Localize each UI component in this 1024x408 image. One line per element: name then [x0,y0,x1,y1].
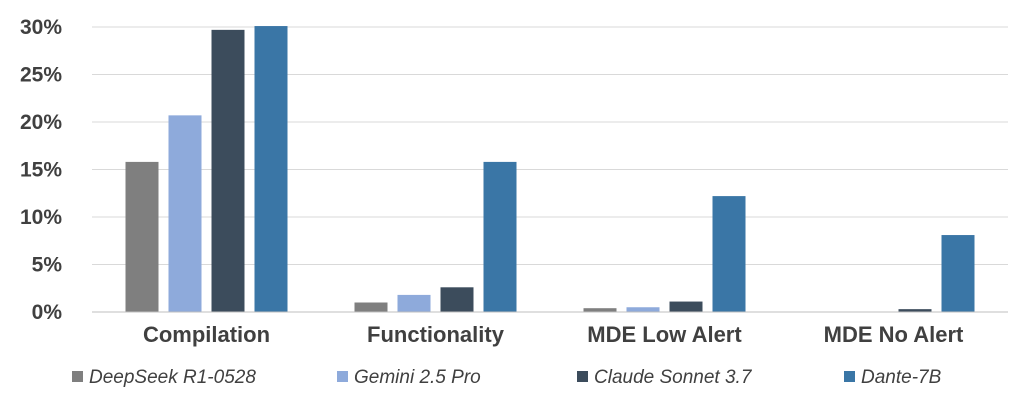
legend-swatch [337,371,348,382]
legend-swatch [844,371,855,382]
y-tick-label: 5% [32,254,63,277]
bar-deepseek-r1-0528-compilation [125,161,159,312]
bar-dante-7b-compilation [254,26,288,313]
legend-label: Gemini 2.5 Pro [354,367,481,388]
bar-gemini-2-5-pro-functionality [397,294,431,312]
legend: DeepSeek R1-0528 Gemini 2.5 Pro Claude Son… [72,367,942,388]
y-tick-label: 10% [20,206,62,229]
y-tick-label: 15% [20,159,62,182]
bar-gemini-2-5-pro-mde-low-alert [626,307,660,312]
y-tick-label: 30% [20,16,62,39]
bar-claude-sonnet-3-7-compilation [211,29,245,312]
x-category-label: Compilation [143,322,270,347]
y-tick-label: 20% [20,111,62,134]
y-tick-label: 25% [20,64,62,87]
bar-claude-sonnet-3-7-functionality [440,287,474,312]
legend-label: DeepSeek R1-0528 [89,367,256,388]
gridlines [92,26,1008,265]
bar-claude-sonnet-3-7-mde-low-alert [669,301,703,312]
bar-deepseek-r1-0528-mde-low-alert [583,308,617,312]
x-axis-categories: Compilation Functionality MDE Low Alert MDE… [143,322,964,347]
bar-dante-7b-functionality [483,161,517,312]
y-tick-label: 0% [32,301,63,324]
bar-dante-7b-mde-low-alert [712,196,746,312]
y-axis-ticks: 0% 5% 10% 15% 20% 25% 30% [20,16,62,324]
bar-deepseek-r1-0528-functionality [354,302,388,312]
bar-gemini-2-5-pro-compilation [168,115,202,312]
legend-swatch [72,371,83,382]
legend-label: Dante-7B [861,367,942,388]
x-category-label: Functionality [367,322,505,347]
x-category-label: MDE No Alert [824,322,964,347]
bar-dante-7b-mde-no-alert [941,235,975,312]
legend-label: Claude Sonnet 3.7 [594,367,753,388]
legend-swatch [577,371,588,382]
bars [125,26,975,313]
bar-claude-sonnet-3-7-mde-no-alert [898,309,932,312]
x-category-label: MDE Low Alert [587,322,742,347]
